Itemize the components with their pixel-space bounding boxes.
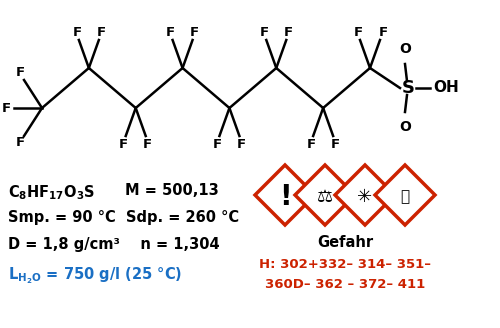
- Text: F: F: [72, 26, 82, 38]
- Text: ⚖: ⚖: [317, 188, 333, 206]
- Text: F: F: [237, 137, 246, 151]
- Text: F: F: [16, 67, 24, 79]
- Text: F: F: [2, 101, 11, 114]
- Text: F: F: [96, 26, 106, 38]
- Text: F: F: [143, 137, 152, 151]
- Text: ✳: ✳: [358, 188, 372, 206]
- Text: 360D– 362 – 372– 411: 360D– 362 – 372– 411: [265, 278, 425, 291]
- Text: !: !: [278, 183, 291, 211]
- Text: F: F: [284, 26, 293, 38]
- Polygon shape: [375, 165, 435, 225]
- Text: O: O: [399, 120, 411, 134]
- Text: 🌿: 🌿: [400, 190, 409, 204]
- Polygon shape: [255, 165, 315, 225]
- Text: O: O: [399, 42, 411, 56]
- Text: F: F: [166, 26, 175, 38]
- Text: F: F: [306, 137, 316, 151]
- Text: F: F: [378, 26, 388, 38]
- Text: F: F: [260, 26, 269, 38]
- Text: Smp. = 90 °C  Sdp. = 260 °C: Smp. = 90 °C Sdp. = 260 °C: [8, 210, 239, 225]
- Text: F: F: [16, 136, 24, 150]
- Text: F: F: [330, 137, 340, 151]
- Polygon shape: [295, 165, 355, 225]
- Text: $\mathregular{L_{H_2O}}$ = 750 g/l (25 °C): $\mathregular{L_{H_2O}}$ = 750 g/l (25 °…: [8, 265, 182, 286]
- Text: OH: OH: [433, 80, 459, 95]
- Text: D = 1,8 g/cm³    n = 1,304: D = 1,8 g/cm³ n = 1,304: [8, 237, 220, 252]
- Text: Gefahr: Gefahr: [317, 235, 373, 250]
- Text: $\mathregular{C_8HF_{17}O_3S}$: $\mathregular{C_8HF_{17}O_3S}$: [8, 183, 95, 202]
- Text: F: F: [354, 26, 362, 38]
- Text: H: 302+332– 314– 351–: H: 302+332– 314– 351–: [259, 258, 431, 271]
- Text: S: S: [402, 79, 414, 97]
- Polygon shape: [335, 165, 395, 225]
- Text: F: F: [213, 137, 222, 151]
- Text: F: F: [119, 137, 128, 151]
- Text: M = 500,13: M = 500,13: [125, 183, 219, 198]
- Text: F: F: [190, 26, 199, 38]
